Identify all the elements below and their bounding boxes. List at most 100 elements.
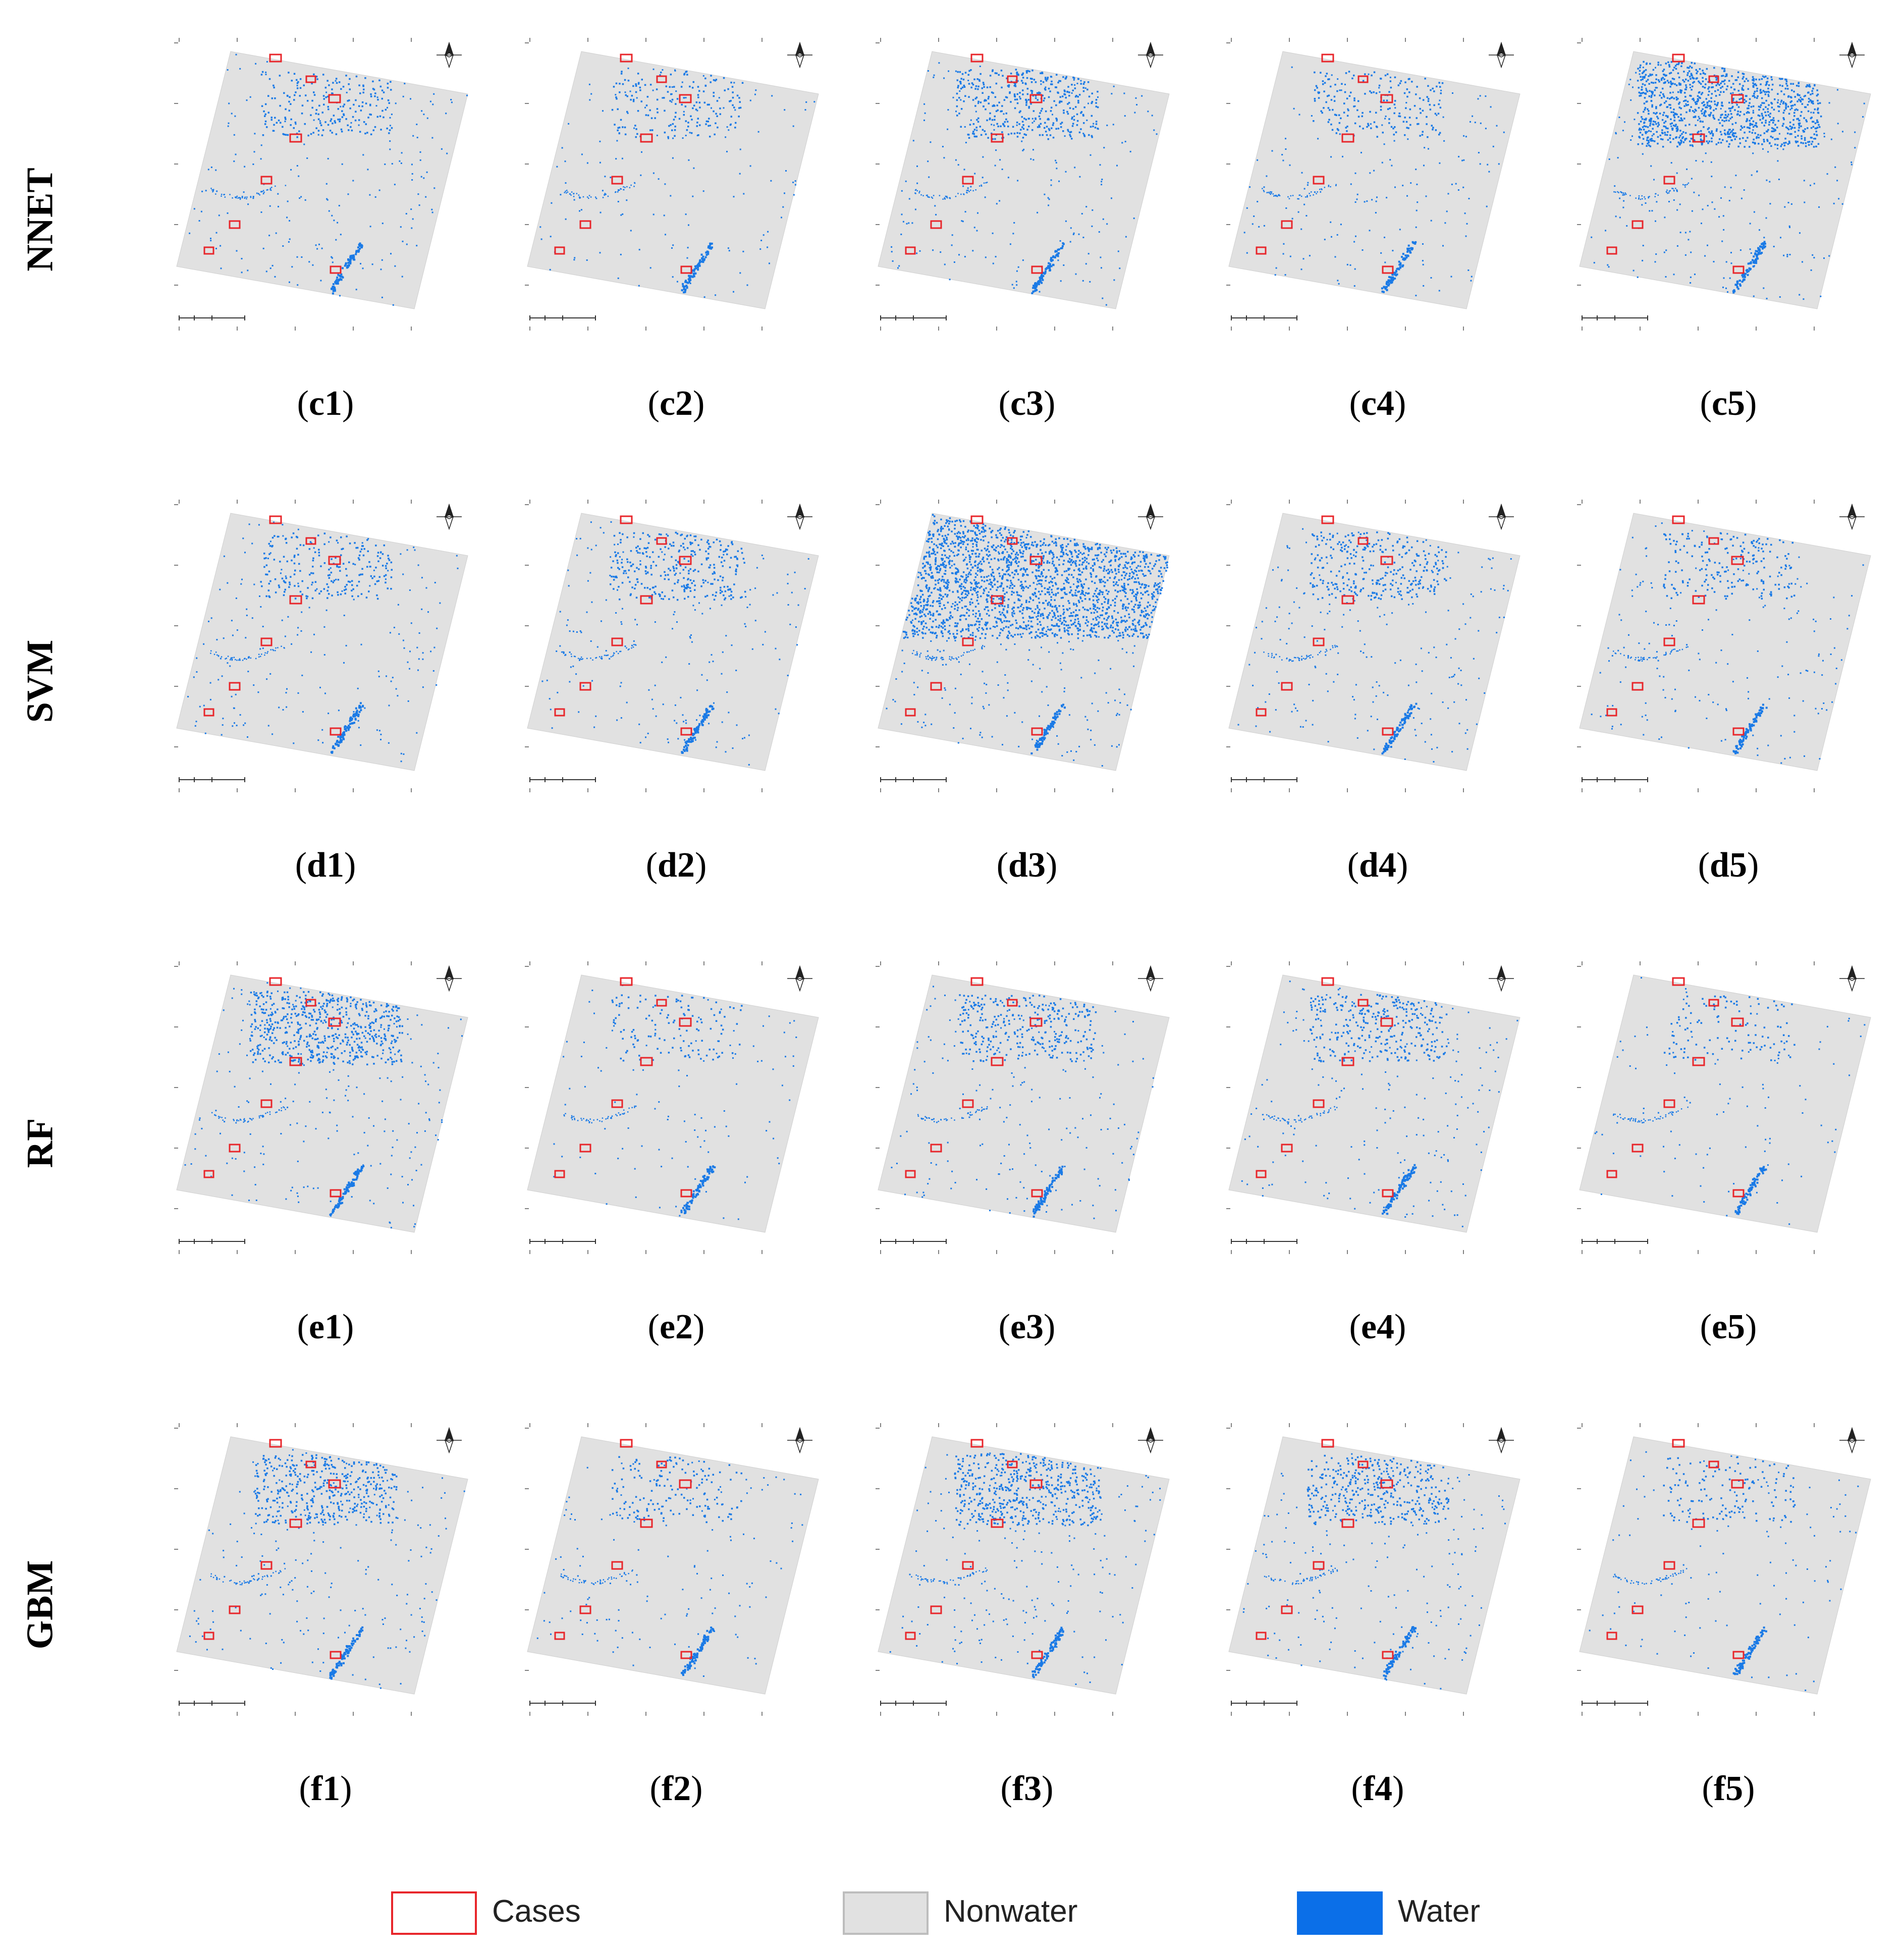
case-box <box>554 1632 565 1640</box>
panel-caption-d3: (d3) <box>996 846 1058 885</box>
legend-swatch-water <box>1297 1891 1383 1935</box>
case-box <box>289 1057 302 1066</box>
nonwater-area <box>527 513 819 771</box>
case-box <box>305 999 316 1007</box>
water-pixels <box>1589 1451 1859 1691</box>
map-frame-ticks <box>525 500 763 792</box>
north-arrow-icon <box>1138 503 1163 530</box>
map-svg <box>174 961 468 1254</box>
nonwater-area <box>176 1436 468 1695</box>
case-box <box>1731 1017 1744 1027</box>
scale-bar <box>1231 777 1297 782</box>
water-pixels <box>539 67 815 298</box>
case-box <box>1313 176 1325 185</box>
case-box <box>305 537 316 545</box>
water-pixels <box>1243 66 1505 297</box>
case-box <box>1321 1439 1334 1448</box>
nonwater-area <box>176 513 468 771</box>
case-box <box>1708 999 1719 1007</box>
case-box <box>1663 637 1675 646</box>
case-box <box>1031 1651 1043 1659</box>
panel-caption-e1: (e1) <box>297 1308 354 1346</box>
panel-id: d2 <box>658 846 695 885</box>
map-frame-ticks <box>1226 38 1464 331</box>
panel-caption-e3: (e3) <box>998 1308 1056 1346</box>
case-box <box>1731 556 1744 565</box>
case-box <box>991 133 1004 143</box>
nonwater-area <box>878 974 1170 1233</box>
panel-caption-f2: (f2) <box>649 1769 703 1808</box>
panel-caption-c2: (c2) <box>647 384 705 423</box>
case-box <box>269 515 282 524</box>
map-panel-f2 <box>525 1423 828 1716</box>
legend-label: Cases <box>492 1894 581 1929</box>
map-frame-ticks <box>1577 1423 1815 1716</box>
case-box <box>305 75 316 83</box>
nonwater-area <box>527 51 819 309</box>
case-boxes <box>905 53 1043 274</box>
panel-id: c2 <box>659 384 693 423</box>
case-box <box>579 1605 591 1614</box>
map-panel-d4 <box>1226 500 1529 792</box>
water-pixels <box>1241 981 1518 1227</box>
panel-caption-d4: (d4) <box>1347 846 1408 885</box>
north-arrow-icon <box>787 41 812 69</box>
method-name: NNET <box>19 168 61 272</box>
map-panel-e4 <box>1226 961 1529 1254</box>
map-svg <box>1226 38 1520 331</box>
case-box <box>679 94 692 103</box>
case-box <box>1663 1099 1675 1108</box>
case-box <box>229 220 241 229</box>
north-arrow-icon <box>437 1427 462 1454</box>
case-box <box>1672 53 1685 63</box>
map-panel-f5 <box>1577 1423 1880 1716</box>
panel-caption-f4: (f4) <box>1351 1769 1404 1808</box>
case-box <box>1029 94 1043 103</box>
case-box <box>656 999 667 1007</box>
case-box <box>1606 1632 1617 1640</box>
north-arrow-icon <box>787 965 812 992</box>
case-box <box>991 595 1004 605</box>
water-pixels <box>1591 61 1865 300</box>
map-panel-f1 <box>174 1423 477 1716</box>
case-box <box>203 708 214 717</box>
case-box <box>1606 246 1617 255</box>
case-box <box>1672 515 1685 524</box>
map-frame-ticks <box>1226 1423 1464 1716</box>
case-boxes <box>203 515 342 736</box>
case-box <box>991 1057 1004 1066</box>
case-box <box>1313 1561 1325 1570</box>
north-arrow-icon <box>1839 1427 1865 1454</box>
case-box <box>328 1017 341 1027</box>
panel-id: e2 <box>659 1308 693 1346</box>
case-box <box>680 265 692 274</box>
panel-id: e5 <box>1711 1308 1746 1346</box>
case-box <box>289 133 302 143</box>
panel-caption-d2: (d2) <box>645 846 707 885</box>
case-box <box>656 537 667 545</box>
north-arrow-icon <box>1839 965 1865 992</box>
map-panel-d1 <box>174 500 477 792</box>
case-box <box>1007 537 1018 545</box>
case-box <box>328 556 341 565</box>
water-pixels <box>891 62 1158 306</box>
scale-bar <box>179 1701 245 1706</box>
case-box <box>229 682 241 691</box>
case-box <box>1321 515 1334 524</box>
case-box <box>1380 1017 1393 1027</box>
case-boxes <box>1606 1439 1745 1659</box>
north-arrow-icon <box>1138 41 1163 69</box>
panel-caption-c5: (c5) <box>1700 384 1757 423</box>
panel-caption-e2: (e2) <box>647 1308 705 1346</box>
case-box <box>269 1439 282 1448</box>
panel-id: d5 <box>1710 846 1747 885</box>
case-box <box>1321 53 1334 63</box>
case-box <box>1029 556 1043 565</box>
case-box <box>1281 1144 1293 1153</box>
case-box <box>1708 537 1719 545</box>
case-box <box>620 977 633 986</box>
panel-id: d1 <box>307 846 344 885</box>
north-arrow-icon <box>787 503 812 530</box>
map-svg <box>1577 500 1871 792</box>
case-boxes <box>1606 515 1745 736</box>
